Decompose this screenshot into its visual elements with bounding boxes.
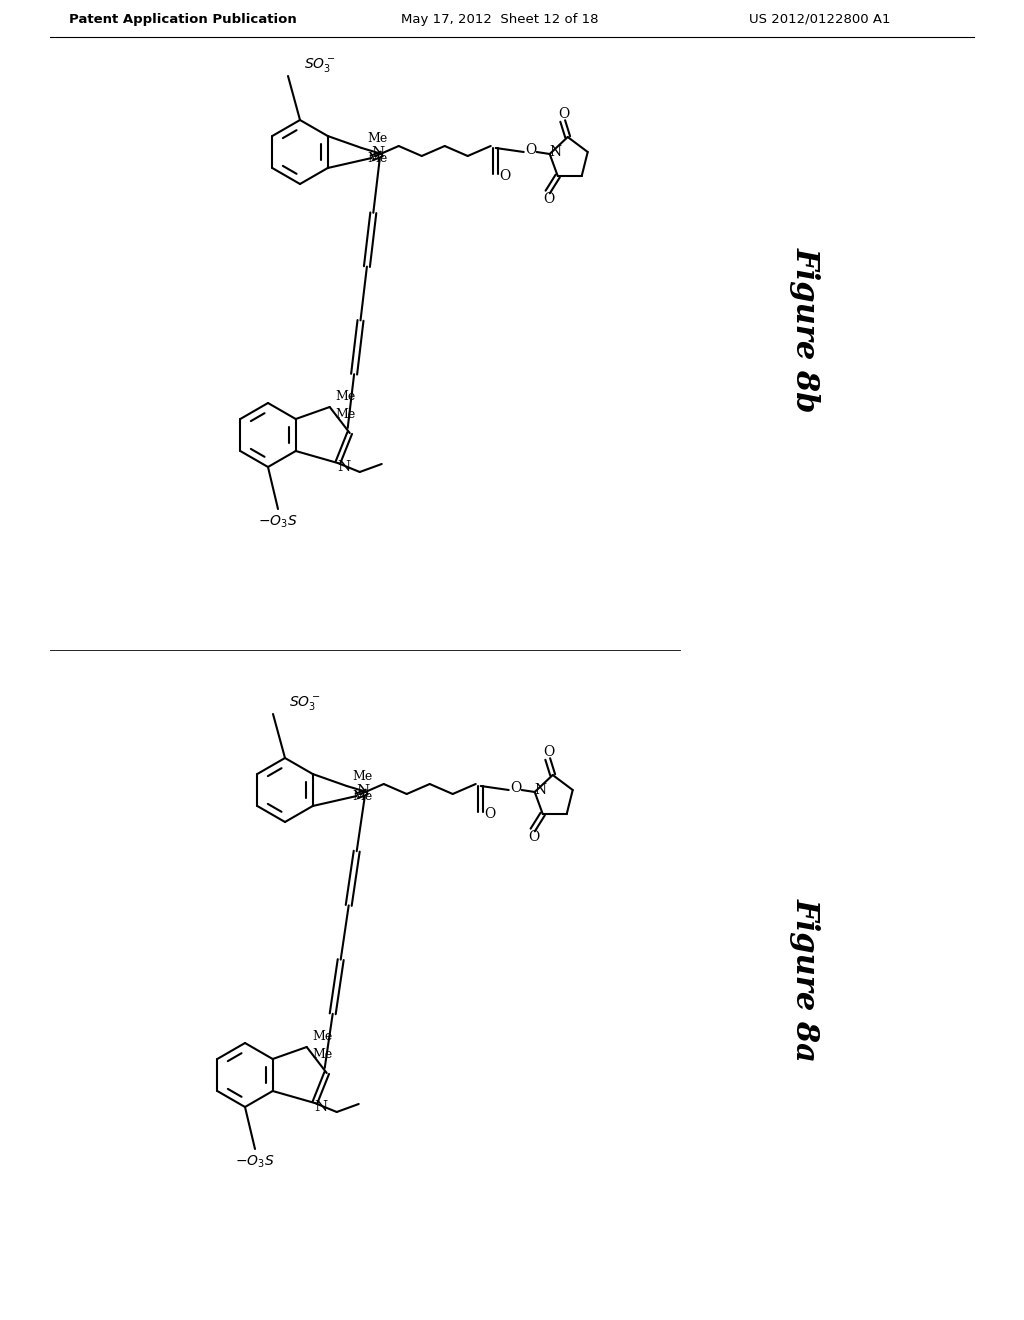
Text: O: O — [525, 143, 537, 157]
Text: Patent Application Publication: Patent Application Publication — [70, 13, 297, 26]
Text: N: N — [356, 784, 370, 799]
Text: N: N — [371, 147, 384, 160]
Text: US 2012/0122800 A1: US 2012/0122800 A1 — [750, 13, 891, 26]
Text: Me: Me — [312, 1031, 333, 1044]
Text: O: O — [510, 781, 521, 795]
Text: N: N — [337, 459, 350, 474]
Text: O: O — [484, 807, 496, 821]
Text: Me: Me — [368, 152, 388, 165]
Text: $SO_3^-$: $SO_3^-$ — [304, 55, 336, 74]
Text: Figure 8a: Figure 8a — [790, 898, 820, 1061]
Text: Figure 8b: Figure 8b — [790, 247, 820, 413]
Text: O: O — [499, 169, 510, 183]
Text: $-O_3S$: $-O_3S$ — [258, 513, 298, 531]
Text: O: O — [528, 830, 540, 843]
Text: Me: Me — [352, 770, 373, 783]
Text: May 17, 2012  Sheet 12 of 18: May 17, 2012 Sheet 12 of 18 — [401, 13, 599, 26]
Text: N: N — [535, 783, 547, 797]
Text: Me: Me — [312, 1048, 333, 1061]
Text: Me: Me — [368, 132, 388, 144]
Text: N: N — [314, 1100, 328, 1114]
Text: Me: Me — [336, 391, 355, 404]
Text: O: O — [543, 744, 554, 759]
Text: $-O_3S$: $-O_3S$ — [236, 1154, 274, 1171]
Text: $SO_3^-$: $SO_3^-$ — [289, 694, 321, 711]
Text: Me: Me — [336, 408, 355, 421]
Text: O: O — [558, 107, 569, 121]
Text: O: O — [543, 191, 554, 206]
Text: Me: Me — [352, 789, 373, 803]
Text: N: N — [550, 145, 562, 158]
